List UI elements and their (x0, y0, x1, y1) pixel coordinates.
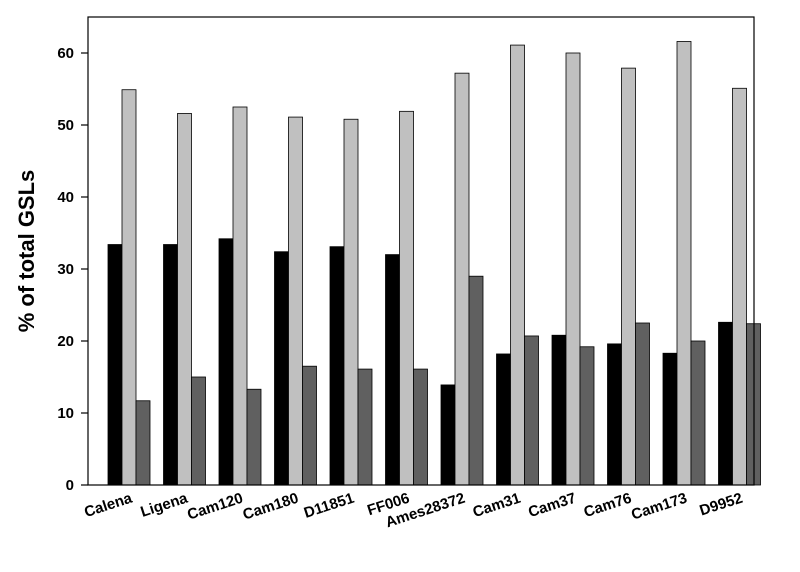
bar-ff006-series-1 (385, 254, 400, 486)
bar-d9952-series-1 (718, 321, 733, 486)
bar-cam173-series-3 (690, 340, 706, 486)
bars-group (107, 41, 761, 486)
x-category-label-d11851: D11851 (302, 490, 356, 522)
bar-cam76-series-3 (635, 322, 650, 486)
x-category-label-calena: Calena (82, 489, 135, 521)
bar-cam76-series-2 (621, 67, 636, 486)
bar-cam76-series-1 (607, 343, 622, 486)
y-tick-label-40: 40 (57, 189, 74, 206)
bar-d11851-series-3 (357, 368, 373, 486)
bar-cam31-series-3 (524, 335, 539, 486)
bar-cam173-series-1 (662, 352, 678, 486)
bar-cam120-series-1 (218, 238, 234, 486)
x-category-label-d9952: D9952 (697, 490, 744, 520)
bar-d9952-series-2 (732, 87, 747, 486)
bar-cam180-series-1 (274, 251, 289, 486)
bar-cam31-series-2 (510, 44, 525, 486)
bar-ames28372-series-1 (440, 384, 456, 486)
bar-calena-series-2 (121, 89, 137, 486)
y-axis: 0 10 20 30 40 50 60 (57, 45, 88, 494)
bar-ff006-series-3 (413, 368, 428, 486)
x-category-label-cam76: Cam76 (582, 490, 634, 521)
y-tick-label-10: 10 (57, 405, 74, 422)
bar-cam37-series-3 (579, 346, 595, 486)
y-tick-label-30: 30 (57, 261, 74, 278)
bar-ligena-series-2 (177, 113, 192, 486)
y-axis-title: % of total GSLs (14, 170, 39, 333)
y-tick-label-20: 20 (57, 333, 74, 350)
bar-calena-series-3 (135, 400, 151, 486)
bar-d11851-series-2 (343, 118, 359, 486)
x-category-label-cam37: Cam37 (526, 490, 578, 521)
bar-cam120-series-2 (232, 106, 248, 486)
bar-d11851-series-1 (329, 246, 345, 486)
x-category-label-cam180: Cam180 (241, 490, 301, 524)
bar-ff006-series-2 (399, 110, 414, 486)
bar-cam180-series-3 (302, 365, 317, 486)
bar-ames28372-series-2 (454, 72, 470, 486)
bar-ligena-series-3 (191, 376, 206, 486)
y-tick-label-0: 0 (66, 477, 74, 494)
bar-cam173-series-2 (676, 41, 692, 486)
x-category-label-cam31: Cam31 (471, 490, 523, 521)
plot-frame (87, 16, 755, 486)
x-category-label-cam173: Cam173 (629, 490, 689, 524)
bar-ligena-series-1 (163, 244, 178, 486)
x-category-label-cam120: Cam120 (185, 490, 245, 524)
y-tick-label-60: 60 (57, 45, 74, 62)
bar-ames28372-series-3 (468, 275, 484, 486)
x-category-label-ligena: Ligena (139, 489, 191, 520)
bar-cam31-series-1 (496, 353, 511, 486)
y-tick-label-50: 50 (57, 117, 74, 134)
bar-cam120-series-3 (246, 388, 262, 486)
bar-cam37-series-2 (565, 52, 581, 486)
bar-cam180-series-2 (288, 116, 303, 486)
bar-calena-series-1 (107, 244, 123, 486)
bar-cam37-series-1 (551, 334, 567, 486)
